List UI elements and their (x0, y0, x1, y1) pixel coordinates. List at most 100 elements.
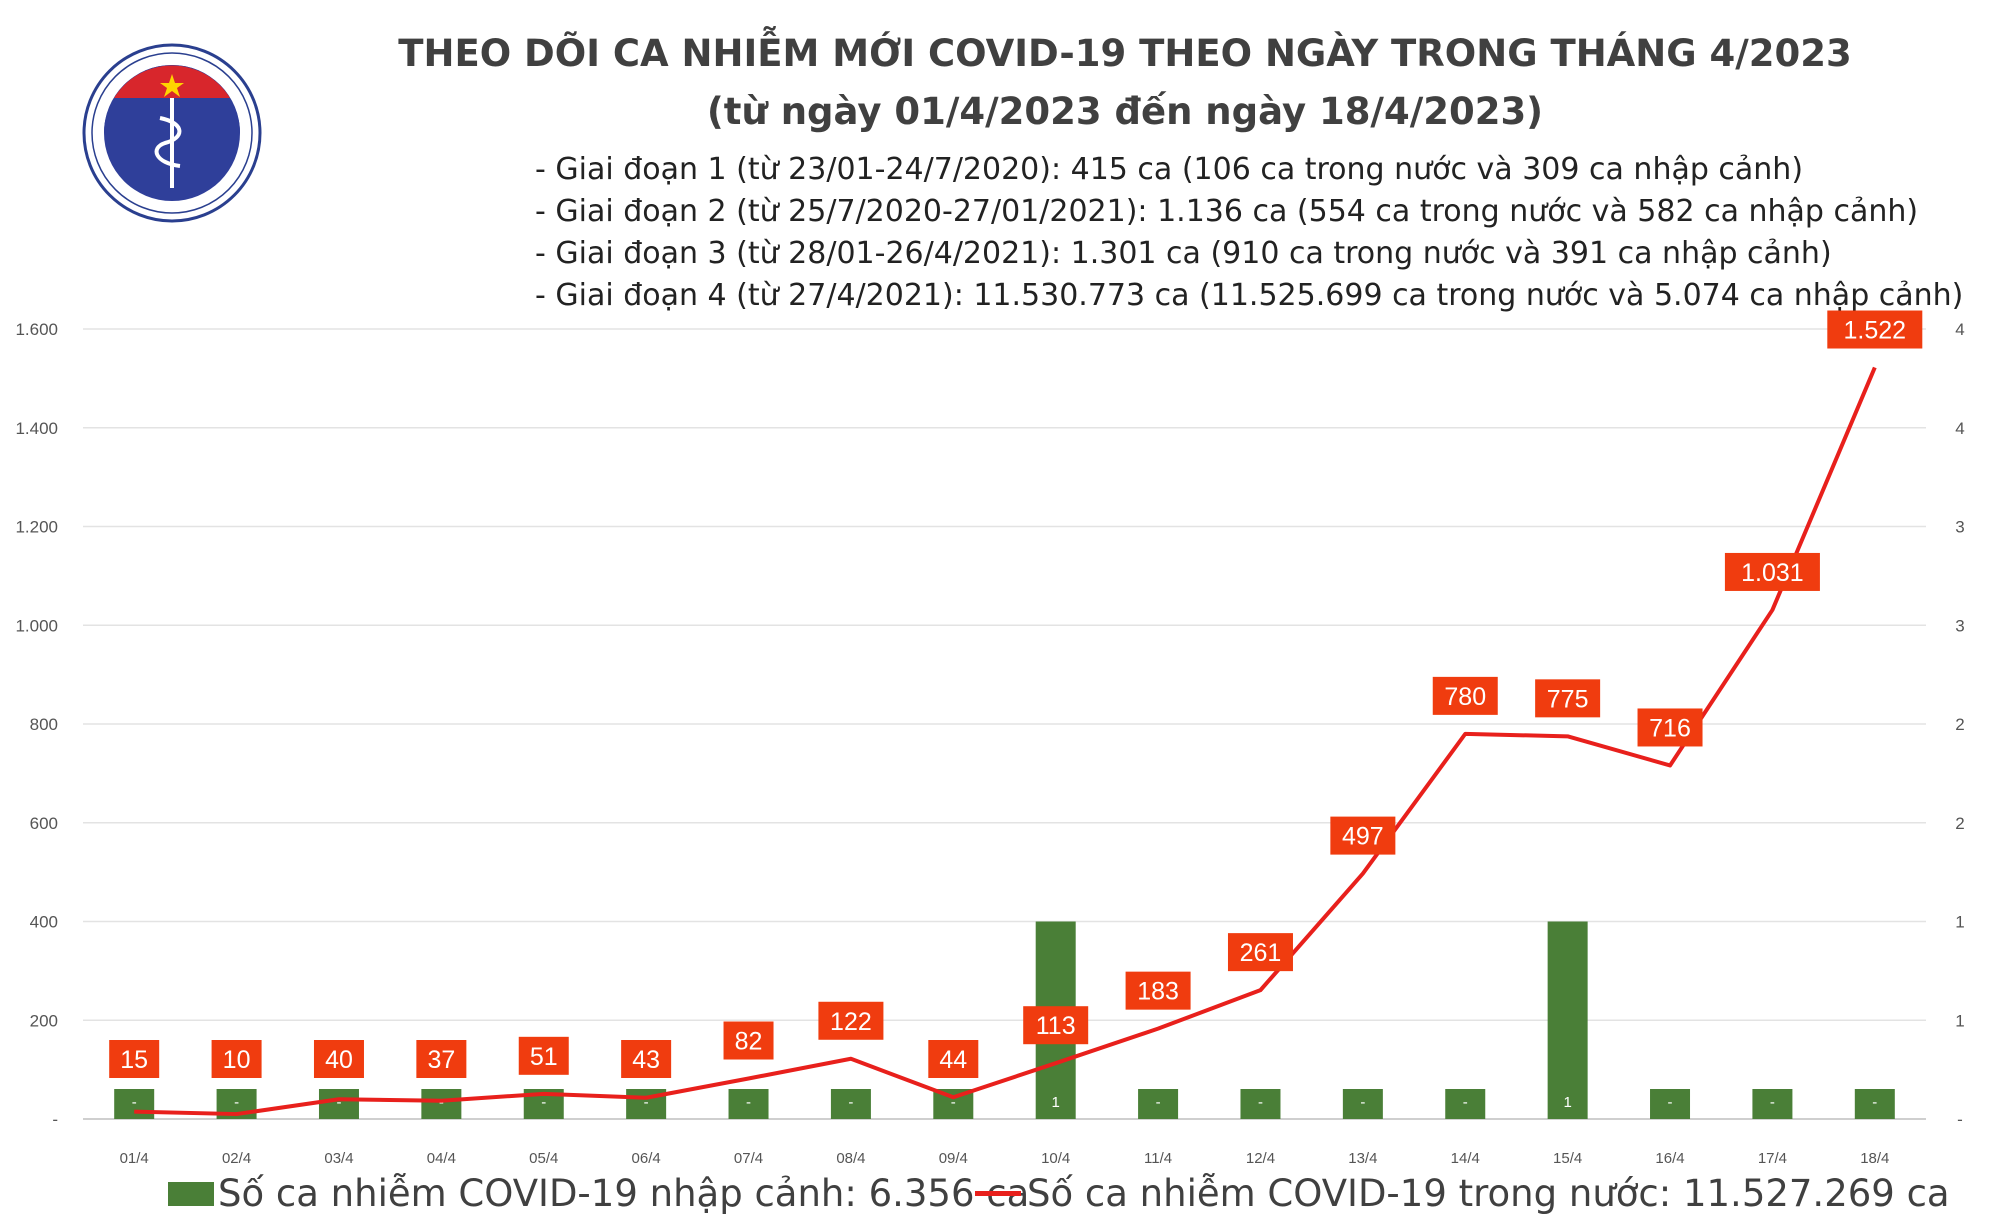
bar (1342, 1089, 1383, 1119)
data-label-box (1432, 676, 1498, 715)
bar-label: 1 (1052, 1094, 1060, 1111)
right-tick-label: 3 (1955, 518, 1964, 537)
x-tick-label: 04/4 (427, 1150, 456, 1167)
data-label-box (1125, 971, 1191, 1010)
bar-label: - (1668, 1094, 1673, 1111)
data-label-box (1637, 708, 1703, 747)
bar-label: - (1872, 1094, 1877, 1111)
x-tick-label: 08/4 (836, 1150, 865, 1167)
x-tick-label: 10/4 (1041, 1150, 1070, 1167)
bar-label: - (1258, 1094, 1263, 1111)
right-tick-label: 2 (1955, 715, 1964, 734)
data-label: 10 (223, 1046, 251, 1074)
left-tick-label: 1.200 (15, 518, 58, 537)
data-label: 497 (1342, 823, 1384, 851)
data-label: 15 (120, 1046, 148, 1074)
data-label: 122 (830, 1008, 872, 1036)
legend-label: Số ca nhiễm COVID-19 nhập cảnh: 6.356 ca (218, 1172, 1030, 1215)
bar (1650, 1089, 1691, 1119)
data-label-box (1227, 933, 1293, 972)
data-label: 183 (1137, 978, 1179, 1006)
right-tick-label: 3 (1955, 616, 1964, 635)
data-label-box (109, 1040, 160, 1078)
x-tick-label: 13/4 (1348, 1150, 1377, 1167)
data-label-box (313, 1040, 364, 1078)
right-tick-label: 1 (1955, 1011, 1964, 1030)
x-tick-label: 12/4 (1246, 1150, 1275, 1167)
left-tick-label: 800 (30, 715, 58, 734)
note-line: - Giai đoạn 2 (từ 25/7/2020-27/01/2021):… (535, 194, 1919, 229)
left-tick-label: - (52, 1110, 58, 1129)
data-label: 780 (1444, 683, 1486, 711)
data-label-box (518, 1036, 569, 1075)
bar-label: - (644, 1094, 649, 1111)
bar (1547, 921, 1588, 1119)
x-tick-label: 15/4 (1553, 1150, 1582, 1167)
ministry-logo (82, 43, 262, 223)
data-label: 43 (632, 1046, 660, 1074)
bar-label: - (1463, 1094, 1468, 1111)
legend-swatch-bar (168, 1181, 214, 1206)
bar-label: - (234, 1094, 239, 1111)
x-tick-label: 01/4 (120, 1150, 149, 1167)
bar (114, 1089, 155, 1119)
data-label: 716 (1649, 714, 1691, 742)
x-tick-label: 11/4 (1144, 1150, 1172, 1167)
x-tick-label: 02/4 (222, 1150, 251, 1167)
right-tick-label: 4 (1955, 419, 1964, 438)
bar-label: - (132, 1094, 137, 1111)
data-label-box (1724, 552, 1820, 591)
bar-label: - (541, 1094, 546, 1111)
legend-swatch-line (975, 1191, 1021, 1196)
legend-item-domestic: Số ca nhiễm COVID-19 trong nước: 11.527.… (975, 1172, 1950, 1215)
x-tick-label: 17/4 (1758, 1150, 1787, 1167)
legend-item-imported: Số ca nhiễm COVID-19 nhập cảnh: 6.356 ca (168, 1172, 1029, 1215)
right-tick-label: 2 (1955, 814, 1964, 833)
bar-label: - (746, 1094, 751, 1111)
x-tick-label: 03/4 (324, 1150, 353, 1167)
x-tick-label: 06/4 (632, 1150, 661, 1167)
x-tick-label: 16/4 (1655, 1150, 1684, 1167)
x-tick-label: 07/4 (734, 1150, 763, 1167)
bar (830, 1089, 871, 1119)
left-tick-label: 600 (30, 814, 58, 833)
data-label: 44 (939, 1046, 967, 1074)
right-tick-label: - (1957, 1110, 1963, 1129)
x-tick-label: 14/4 (1451, 1150, 1480, 1167)
bar (728, 1089, 769, 1119)
bar-label: - (951, 1094, 956, 1111)
chart-subtitle: (từ ngày 01/4/2023 đến ngày 18/4/2023) (706, 90, 1544, 133)
data-label-box (1330, 816, 1396, 855)
data-label: 1.522 (1844, 317, 1907, 345)
data-label-box (416, 1040, 467, 1078)
chart-title: THEO DÕI CA NHIỄM MỚI COVID-19 THEO NGÀY… (398, 32, 1852, 75)
bar (1752, 1089, 1793, 1119)
line-series (134, 366, 1877, 1117)
bar (1445, 1089, 1486, 1119)
bar-label: - (1156, 1094, 1161, 1111)
left-tick-label: 200 (30, 1011, 58, 1030)
bar-label: - (848, 1094, 853, 1111)
bar-label: - (1360, 1094, 1365, 1111)
bar-label: 1 (1563, 1094, 1571, 1111)
bar (1854, 1089, 1895, 1119)
right-tick-label: 4 (1955, 320, 1964, 339)
data-label: 82 (735, 1028, 763, 1056)
data-label: 37 (427, 1046, 455, 1074)
data-label-box (1827, 310, 1923, 349)
x-tick-label: 18/4 (1860, 1150, 1889, 1167)
x-tick-label: 05/4 (529, 1150, 558, 1167)
note-line: - Giai đoạn 3 (từ 28/01-26/4/2021): 1.30… (535, 236, 1832, 271)
bar (421, 1089, 462, 1119)
data-label-box (818, 1001, 884, 1040)
data-label-box (928, 1040, 979, 1078)
data-label: 775 (1547, 685, 1589, 713)
left-tick-label: 1.400 (15, 419, 58, 438)
data-label: 1.031 (1741, 559, 1804, 587)
data-label-box (621, 1040, 672, 1078)
data-label: 51 (530, 1043, 558, 1071)
bar (318, 1089, 359, 1119)
legend-label: Số ca nhiễm COVID-19 trong nước: 11.527.… (1027, 1172, 1950, 1215)
